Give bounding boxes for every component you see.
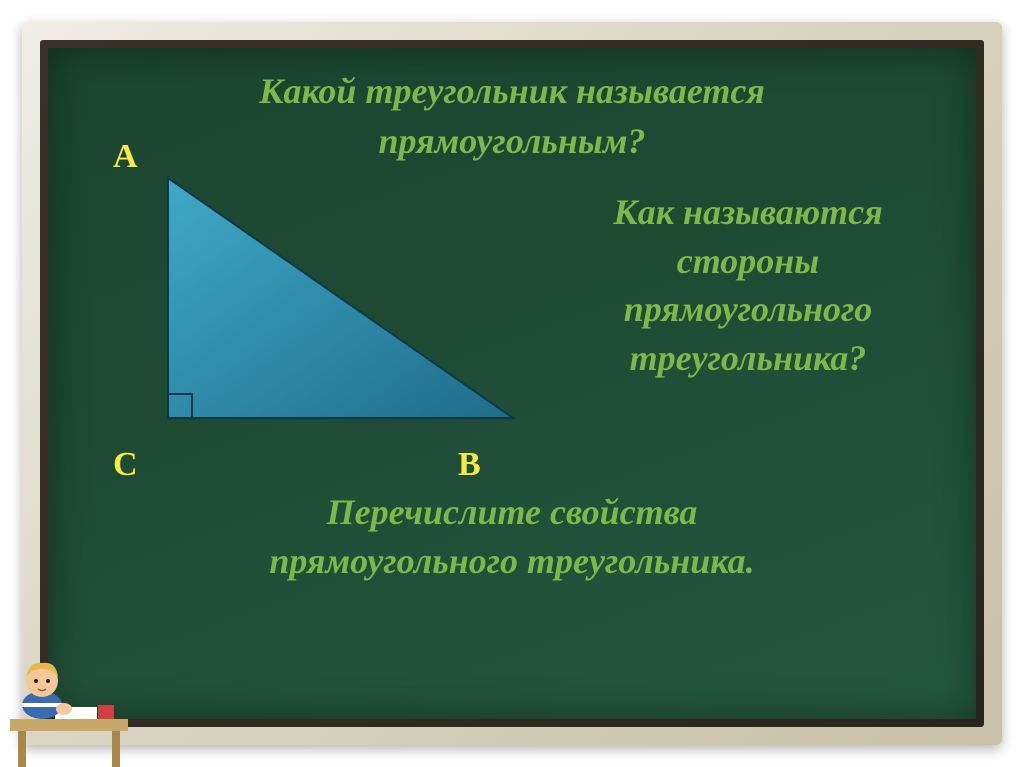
eye-left-icon <box>34 679 38 683</box>
desk-leg-right <box>112 731 120 767</box>
vertex-label-b: В <box>458 446 481 484</box>
chalkboard-frame: Какой треугольник называется прямоугольн… <box>22 22 1002 745</box>
book-icon <box>98 705 114 719</box>
vertex-label-c: С <box>113 446 138 484</box>
question-properties-line1: Перечислите свойства <box>108 488 916 537</box>
title-line-2: прямоугольным? <box>48 120 976 162</box>
shirt-stripe-icon <box>22 703 62 707</box>
title-line-1: Какой треугольник называется <box>48 70 976 112</box>
question-properties-line2: прямоугольного треугольника. <box>108 537 916 586</box>
hand-icon <box>56 703 72 715</box>
chalkboard-surface: Какой треугольник называется прямоугольн… <box>48 48 976 719</box>
vertex-label-a: А <box>113 138 138 176</box>
student-icon <box>22 663 72 719</box>
student-at-desk-icon <box>0 647 140 767</box>
desk-leg-left <box>18 731 26 767</box>
triangle-polygon <box>168 178 513 418</box>
desk-top <box>10 719 128 731</box>
question-sides: Как называются стороны прямоугольного тр… <box>548 188 948 382</box>
chalkboard-inner-border: Какой треугольник называется прямоугольн… <box>40 40 984 727</box>
right-triangle <box>143 168 543 448</box>
eye-right-icon <box>46 679 50 683</box>
question-properties: Перечислите свойства прямоугольного треу… <box>108 488 916 585</box>
